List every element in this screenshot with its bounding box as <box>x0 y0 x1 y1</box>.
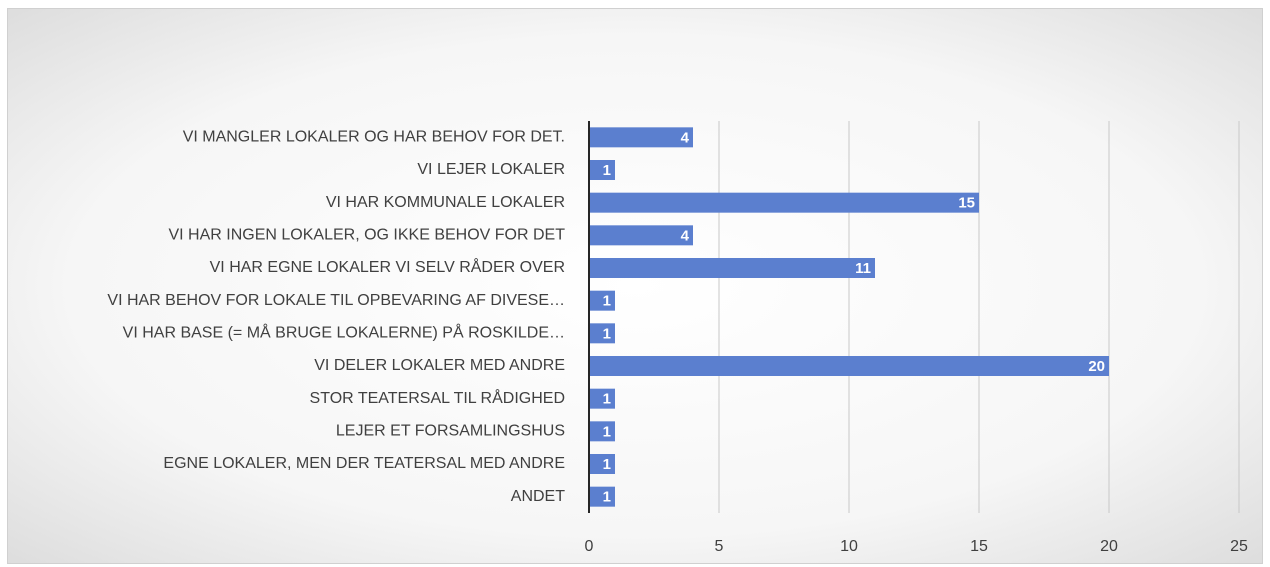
bar <box>589 225 693 246</box>
x-tick-label: 0 <box>585 538 594 555</box>
bar <box>589 290 615 311</box>
y-tick-label: VI HAR BEHOV FOR LOKALE TIL OPBEVARING A… <box>107 292 565 309</box>
bar <box>589 486 615 507</box>
y-tick-label: LEJER ET FORSAMLINGSHUS <box>336 423 565 440</box>
x-tick-label: 20 <box>1100 538 1118 555</box>
y-tick-label: ANDET <box>511 488 565 505</box>
bar <box>589 258 875 278</box>
data-label: 1 <box>603 162 611 179</box>
x-tick-label: 25 <box>1230 538 1248 555</box>
data-label: 20 <box>1088 358 1105 375</box>
bar <box>589 454 615 474</box>
y-tick-label: VI HAR INGEN LOKALER, OG IKKE BEHOV FOR … <box>168 227 565 244</box>
x-tick-label: 15 <box>970 538 988 555</box>
data-label: 11 <box>855 260 871 277</box>
y-tick-label: VI LEJER LOKALER <box>417 161 565 178</box>
y-tick-label: VI DELER LOKALER MED ANDRE <box>314 357 565 374</box>
y-tick-label: STOR TEATERSAL TIL RÅDIGHED <box>310 388 565 407</box>
bar <box>589 323 615 344</box>
plot-area: 0 5 10 15 20 25 VI MANGLER LOKALER OG HAR BEHO… <box>107 121 1248 555</box>
data-label: 4 <box>681 129 690 146</box>
bar <box>589 192 979 213</box>
y-tick-label: VI MANGLER LOKALER OG HAR BEHOV FOR DET. <box>183 129 565 146</box>
x-tick-label: 5 <box>715 538 724 555</box>
data-label: 1 <box>603 391 611 408</box>
bar <box>589 127 693 148</box>
data-label: 1 <box>603 325 611 342</box>
data-label: 1 <box>603 489 611 506</box>
data-label: 1 <box>603 423 611 440</box>
data-label: 15 <box>958 195 975 212</box>
bar <box>589 421 615 442</box>
y-tick-label: VI HAR KOMMUNALE LOKALER <box>326 194 565 211</box>
y-tick-label: VI HAR BASE (= MÅ BRUGE LOKALERNE) PÅ RO… <box>123 323 565 342</box>
bar <box>589 388 615 409</box>
data-label: 1 <box>603 456 611 473</box>
chart-background <box>7 8 1263 564</box>
data-label: 1 <box>603 293 611 310</box>
x-tick-label: 10 <box>840 538 858 555</box>
y-tick-label: VI HAR EGNE LOKALER VI SELV RÅDER OVER <box>210 257 565 276</box>
data-label: 4 <box>681 227 690 244</box>
bar <box>589 160 615 180</box>
y-tick-label: EGNE LOKALER, MEN DER TEATERSAL MED ANDR… <box>163 455 565 472</box>
bar <box>589 356 1109 376</box>
